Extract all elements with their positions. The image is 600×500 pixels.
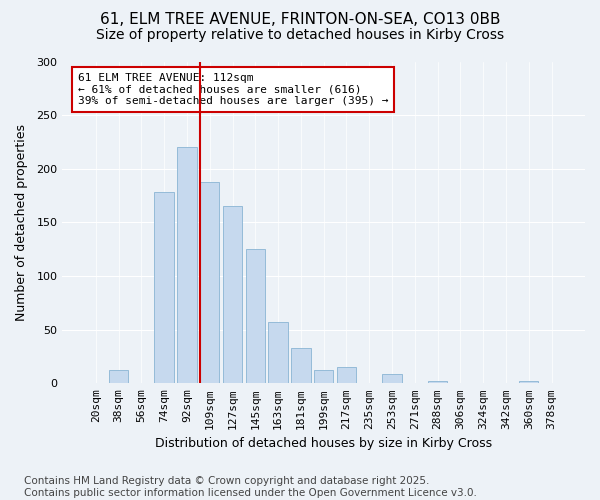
Bar [428, 381, 447, 384]
Bar [337, 367, 356, 384]
Text: Contains HM Land Registry data © Crown copyright and database right 2025.
Contai: Contains HM Land Registry data © Crown c… [24, 476, 477, 498]
Text: Size of property relative to detached houses in Kirby Cross: Size of property relative to detached ho… [96, 28, 504, 42]
Bar [291, 348, 311, 384]
Bar [200, 182, 220, 384]
Bar [382, 374, 402, 384]
Bar [314, 370, 334, 384]
X-axis label: Distribution of detached houses by size in Kirby Cross: Distribution of detached houses by size … [155, 437, 492, 450]
Bar [177, 148, 197, 384]
Text: 61 ELM TREE AVENUE: 112sqm
← 61% of detached houses are smaller (616)
39% of sem: 61 ELM TREE AVENUE: 112sqm ← 61% of deta… [78, 73, 388, 106]
Bar [109, 370, 128, 384]
Bar [268, 322, 288, 384]
Bar [223, 206, 242, 384]
Bar [519, 381, 538, 384]
Y-axis label: Number of detached properties: Number of detached properties [15, 124, 28, 321]
Bar [154, 192, 174, 384]
Text: 61, ELM TREE AVENUE, FRINTON-ON-SEA, CO13 0BB: 61, ELM TREE AVENUE, FRINTON-ON-SEA, CO1… [100, 12, 500, 28]
Bar [245, 249, 265, 384]
